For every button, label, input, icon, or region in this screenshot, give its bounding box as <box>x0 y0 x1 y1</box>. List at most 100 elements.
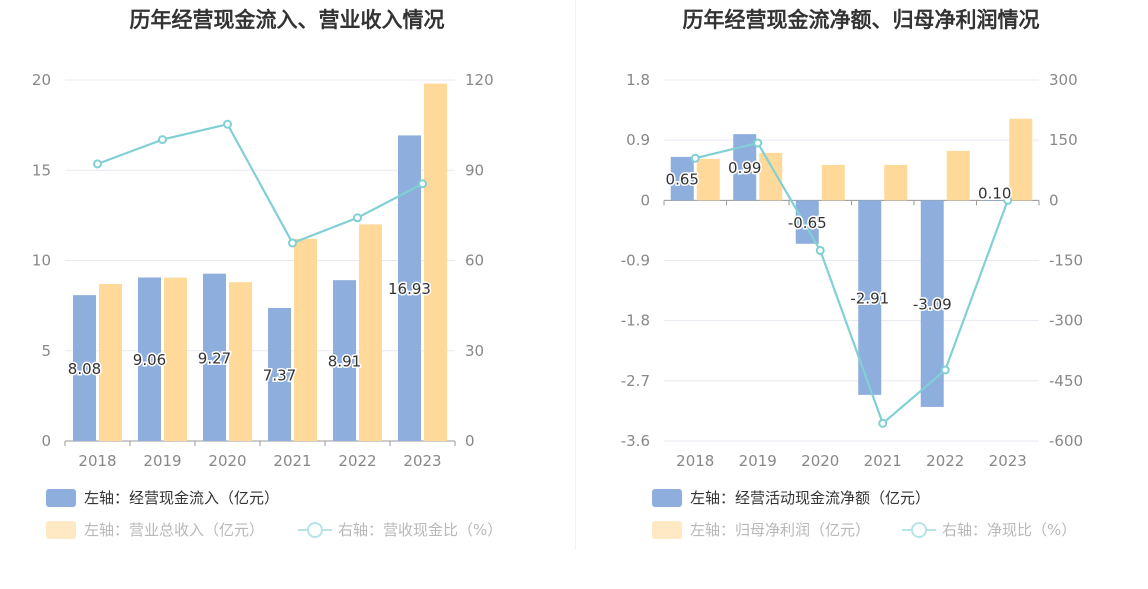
y-left-tick-label: 10 <box>32 252 51 270</box>
data-label-2021: 7.37 <box>263 366 296 384</box>
data-label-2021: -2.91 <box>850 290 889 308</box>
x-tick-label: 2023 <box>989 452 1027 470</box>
right-chart-panel: 历年经营现金流净额、归母净利润情况 -3.6 -2.7 -1.8 -0.9 0 0.9 1.… <box>574 0 1148 589</box>
x-tick-label: 2020 <box>801 452 839 470</box>
bar-2018-series1 <box>670 156 694 201</box>
legend-item-net-profit[interactable]: 左轴：归母净利润（亿元） <box>652 519 870 540</box>
y-left-tick-label: -0.9 <box>621 252 650 270</box>
data-label-2022: -3.09 <box>913 296 952 314</box>
data-label-2018: 8.08 <box>68 360 101 378</box>
ratio-point-2019 <box>158 135 167 145</box>
bar-2022-series1 <box>920 200 944 407</box>
chart-title: 历年经营现金流入、营业收入情况 <box>129 8 445 32</box>
ratio-point-2023 <box>1003 195 1013 205</box>
legend-line-marker-icon <box>298 521 332 539</box>
ratio-point-2021 <box>288 238 297 248</box>
x-tick-label: 2023 <box>403 452 441 470</box>
cash-inflow-revenue-chart: 0 5 10 15 20 0 30 60 90 120 2018 2019 2020 2021 2022 20… <box>32 71 494 470</box>
bar-2022-series2 <box>359 224 382 441</box>
y-left-tick-label: 0.9 <box>626 131 650 149</box>
y-right-tick-label: 60 <box>465 252 484 270</box>
legend-swatch-orange <box>652 520 682 539</box>
net-cash-profit-chart: -3.6 -2.7 -1.8 -0.9 0 0.9 1.8 -600 -450 -300 -150 0… <box>621 71 1083 470</box>
legend-label: 左轴：归母净利润（亿元） <box>690 521 871 539</box>
data-label-2018: 0.65 <box>666 171 699 189</box>
x-tick-label: 2022 <box>338 452 376 470</box>
chart-title: 历年经营现金流净额、归母净利润情况 <box>682 8 1040 32</box>
bar-2021-series1 <box>268 307 291 441</box>
y-left-tick-label: -2.7 <box>621 372 650 390</box>
legend-item-revenue[interactable]: 左轴：营业总收入（亿元） <box>46 519 264 540</box>
data-label-2019: 9.06 <box>133 351 166 369</box>
bar-2023-series1 <box>983 200 1007 201</box>
bar-2021-series2 <box>884 164 908 201</box>
legend-label: 右轴：营收现金比（%） <box>338 521 503 539</box>
ratio-point-2018 <box>690 153 700 163</box>
ratio-point-2021 <box>878 418 888 428</box>
y-left-tick-label: 15 <box>32 161 51 179</box>
bar-2023-series2 <box>1009 118 1033 201</box>
legend-label: 左轴：经营现金流入（亿元） <box>84 489 280 507</box>
x-tick-label: 2018 <box>78 452 116 470</box>
bar-2023-series2 <box>424 83 447 442</box>
x-tick-label: 2022 <box>926 452 964 470</box>
ratio-point-2020 <box>223 119 232 129</box>
y-right-tick-label: 30 <box>465 342 484 360</box>
ratio-point-2020 <box>815 245 825 255</box>
legend-label: 左轴：经营活动现金流净额（亿元） <box>690 489 931 507</box>
y-left-tick-label: 0 <box>41 432 51 450</box>
legend-item-net-cash-flow[interactable]: 左轴：经营活动现金流净额（亿元） <box>652 487 930 508</box>
y-left-tick-label: -1.8 <box>621 312 650 330</box>
bar-2019-series1 <box>138 277 161 441</box>
left-chart-panel: 历年经营现金流入、营业收入情况 0 5 10 15 20 0 30 60 90 120 2018 20… <box>32 8 502 540</box>
ratio-point-2022 <box>940 365 950 375</box>
data-label-2020: 9.27 <box>198 349 231 367</box>
data-label-2023: 16.93 <box>388 280 431 298</box>
y-right-tick-label: -600 <box>1049 432 1083 450</box>
legend-swatch-orange <box>46 520 76 539</box>
ratio-point-2022 <box>353 213 362 223</box>
ratio-point-2023 <box>418 179 427 189</box>
data-label-2022: 8.91 <box>328 353 361 371</box>
ratio-point-2019 <box>753 138 763 148</box>
ratio-line <box>97 122 424 245</box>
bar-2019-series1 <box>733 134 757 201</box>
x-tick-label: 2020 <box>208 452 246 470</box>
legend-swatch-blue <box>46 488 76 507</box>
x-tick-label: 2018 <box>676 452 714 470</box>
y-right-tick-label: 90 <box>465 161 484 179</box>
y-right-tick-label: -150 <box>1049 252 1083 270</box>
x-tick-label: 2019 <box>143 452 181 470</box>
legend-label: 左轴：营业总收入（亿元） <box>84 521 265 539</box>
legend-line-marker-icon <box>902 521 936 539</box>
legend-item-revenue-cash-ratio[interactable]: 右轴：营收现金比（%） <box>298 519 502 540</box>
legend-item-cash-inflow[interactable]: 左轴：经营现金流入（亿元） <box>46 487 279 508</box>
y-right-tick-label: 0 <box>1049 191 1059 209</box>
y-left-tick-label: -3.6 <box>621 432 650 450</box>
bar-2019-series2 <box>759 152 783 201</box>
data-label-2023: 0.10 <box>978 184 1011 202</box>
bar-2019-series2 <box>164 277 187 441</box>
x-tick-label: 2021 <box>273 452 311 470</box>
y-right-tick-label: -450 <box>1049 372 1083 390</box>
ratio-point-2018 <box>93 159 102 169</box>
legend-item-net-cash-ratio[interactable]: 右轴：净现比（%） <box>902 519 1076 540</box>
x-tick-label: 2021 <box>864 452 902 470</box>
bar-2021-series1 <box>858 200 882 395</box>
y-right-tick-label: -300 <box>1049 312 1083 330</box>
bar-2021-series2 <box>294 238 317 441</box>
x-tick-label: 2019 <box>739 452 777 470</box>
bar-2020-series2 <box>229 282 252 441</box>
bar-2020-series2 <box>821 164 845 201</box>
bar-2018-series2 <box>696 158 720 201</box>
y-left-tick-label: 5 <box>41 342 51 360</box>
bar-2020-series1 <box>203 273 226 441</box>
data-label-2020: -0.65 <box>788 214 827 232</box>
y-right-tick-label: 0 <box>465 432 475 450</box>
data-label-2019: 0.99 <box>728 159 761 177</box>
bar-2020-series1 <box>795 200 819 244</box>
bar-2023-series1 <box>398 135 421 441</box>
legend-label: 右轴：净现比（%） <box>942 521 1077 539</box>
ratio-line <box>694 141 1009 426</box>
y-left-tick-label: 20 <box>32 71 51 89</box>
